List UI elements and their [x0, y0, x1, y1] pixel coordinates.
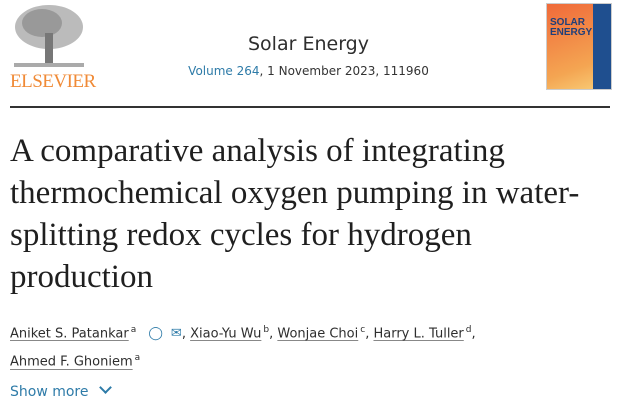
elsevier-wordmark: ELSEVIER: [10, 71, 96, 92]
affiliation-marker: b: [263, 325, 270, 335]
author-list: Aniket S. Patankar a ◯ ✉, Xiao-Yu Wu b, Won…: [10, 325, 476, 370]
affiliation-marker: c: [360, 325, 366, 335]
issue-date: , 1 November 2023, 111960: [259, 64, 429, 78]
article-title: A comparative analysis of integrating th…: [10, 133, 580, 295]
volume-link[interactable]: Volume 264: [188, 64, 260, 78]
header-divider: [10, 106, 610, 108]
author-link[interactable]: Ahmed F. Ghoniem: [10, 354, 133, 370]
chevron-down-icon: [99, 381, 112, 394]
affiliation-marker: a: [130, 325, 137, 335]
affiliation-marker: d: [465, 325, 472, 335]
journal-cover[interactable]: SOLAR ENERGY: [546, 3, 612, 90]
email-icon[interactable]: ✉: [170, 326, 182, 342]
person-icon[interactable]: ◯: [148, 326, 163, 342]
author-link[interactable]: Wonjae Choi: [277, 326, 359, 342]
show-more-button[interactable]: Show more: [10, 381, 112, 400]
author-link[interactable]: Xiao-Yu Wu: [190, 326, 262, 342]
author-link[interactable]: Aniket S. Patankar: [10, 326, 129, 342]
cover-title: SOLAR ENERGY: [550, 17, 593, 38]
journal-issue-info: Volume 264, 1 November 2023, 111960: [0, 64, 617, 78]
journal-title[interactable]: Solar Energy: [248, 33, 369, 55]
elsevier-logo[interactable]: ELSEVIER: [10, 3, 96, 92]
tree-icon: [14, 5, 84, 67]
show-more-label: Show more: [10, 384, 89, 400]
author-link[interactable]: Harry L. Tuller: [373, 326, 464, 342]
affiliation-marker: a: [134, 353, 141, 364]
